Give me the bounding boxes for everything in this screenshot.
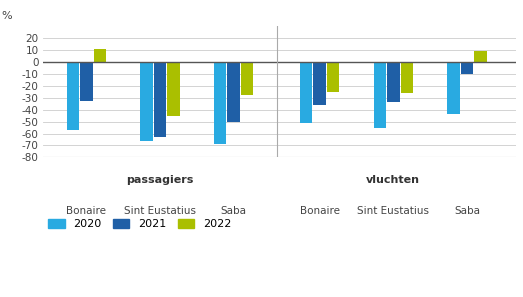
Bar <box>447 62 460 114</box>
Bar <box>140 62 153 141</box>
Bar <box>300 62 312 123</box>
Bar <box>373 62 386 128</box>
Text: passagiers: passagiers <box>127 175 194 185</box>
Text: %: % <box>1 11 12 21</box>
Bar <box>66 62 79 130</box>
Bar <box>461 62 473 74</box>
Bar <box>387 62 400 102</box>
Bar <box>401 62 413 93</box>
Bar <box>167 62 180 116</box>
Bar <box>474 51 487 62</box>
Bar <box>214 62 226 144</box>
Text: vluchten: vluchten <box>366 175 420 185</box>
Bar <box>154 62 166 137</box>
Bar <box>241 62 254 95</box>
Bar <box>80 62 93 101</box>
Bar <box>228 62 240 121</box>
Bar <box>94 49 106 62</box>
Bar <box>327 62 339 92</box>
Legend: 2020, 2021, 2022: 2020, 2021, 2022 <box>43 215 236 233</box>
Bar <box>313 62 326 105</box>
